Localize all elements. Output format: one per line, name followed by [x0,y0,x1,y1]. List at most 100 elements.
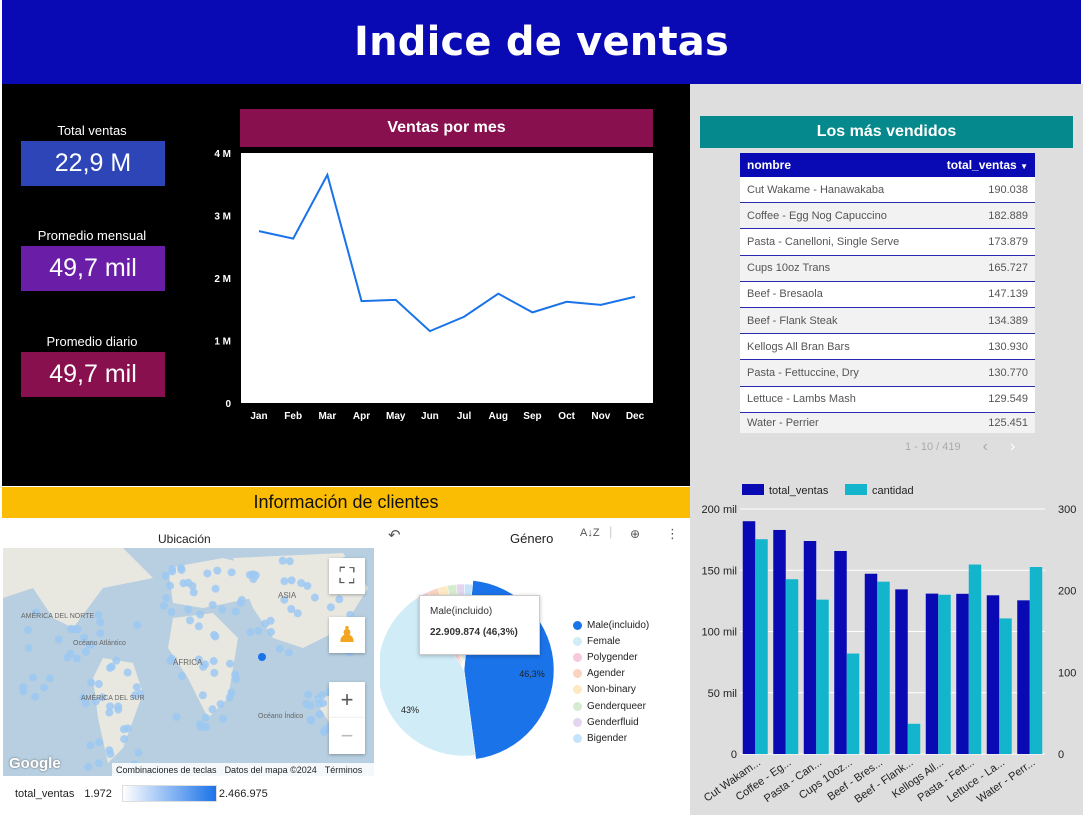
map-point [172,712,181,721]
legend-item[interactable]: Agender [573,666,649,682]
map-point [254,626,263,635]
legend-label: Agender [587,668,625,680]
legend-min: 1.972 [84,787,112,800]
row-name: Pasta - Canelloni, Single Serve [747,235,900,248]
top-products-bar-chart: total_ventas cantidad 0 50 mil 100 mil 150 mi… [690,475,1083,815]
map-point [210,668,219,677]
y-tick-label: 2 M [214,274,231,285]
map-point [120,735,129,744]
map-point [79,693,88,702]
table-row[interactable]: Cut Wakame - Hanawakaba 190.038 [740,177,1035,204]
map-point [216,700,225,709]
x-tick-label: Sep [523,411,541,422]
map-point [208,705,217,714]
zoom-out-button[interactable]: − [329,718,365,754]
map-point [54,635,63,644]
gender-legend: Male(incluido) Female Polygender Agender Non… [573,617,649,747]
bar [834,550,847,754]
legend-swatch [573,636,582,646]
map-point [227,568,236,577]
map-point [346,610,355,619]
map-point [63,653,72,662]
zoom-icon[interactable]: ⊕ [630,527,641,541]
map-point [84,762,93,771]
map-point [106,749,115,758]
bar [907,723,921,754]
keyboard-shortcuts-link[interactable]: Combinaciones de teclas [116,764,217,775]
legend-label: Female [587,635,621,647]
map-point [166,656,175,665]
street-view-icon[interactable]: ♟ [329,617,365,653]
column-header-total[interactable]: total_ventas ▼ [947,158,1028,172]
map-point [31,608,40,617]
fullscreen-icon[interactable]: ⛶ [329,558,365,594]
toolbar-divider: | [609,524,613,539]
map-point [81,647,90,656]
map-point [293,609,302,618]
map-point [162,594,171,603]
table-row[interactable]: Cups 10oz Trans 165.727 [740,255,1035,282]
legend-item[interactable]: Bigender [573,730,649,746]
legend-item[interactable]: Polygender [573,649,649,665]
sort-az-icon[interactable]: A↓Z [580,527,600,539]
map-point [133,621,142,630]
more-options-icon[interactable]: ⋮ [666,526,679,541]
table-row[interactable]: Beef - Bresaola 147.139 [740,281,1035,308]
tooltip-label: Male(incluido) [430,606,493,617]
y-right-tick: 200 [1058,586,1076,598]
map-point [123,668,132,677]
bar [773,529,786,754]
row-value: 173.879 [988,235,1028,248]
map-data-label: Datos del mapa ©2024 [224,764,317,775]
tooltip-value: 22.909.874 (46,3%) [430,627,518,638]
bar [803,540,817,754]
bar [968,564,982,754]
map-point [211,584,220,593]
map-point [136,689,145,698]
table-row[interactable]: Lettuce - Lambs Mash 129.549 [740,386,1035,413]
row-value: 125.451 [988,416,1028,429]
table-row[interactable]: Pasta - Fettuccine, Dry 130.770 [740,360,1035,387]
column-header-name[interactable]: nombre [747,158,792,172]
legend-item[interactable]: Female [573,633,649,649]
pie-tooltip: Male(incluido) 22.909.874 (46,3%) [419,595,540,655]
plot-area [241,153,653,403]
map-point [112,656,121,665]
monthly-sales-chart: 0 1 M 2 M 3 M 4 M Jan Feb Mar Apr May Jun Jul Aug Sep… [214,149,653,422]
map-point [179,579,188,588]
table-row[interactable]: Water - Perrier 125.451 [740,412,1035,433]
undo-icon[interactable]: ↶ [388,527,401,544]
table-row[interactable]: Pasta - Canelloni, Single Serve 173.879 [740,229,1035,256]
x-tick-label: Jun [421,411,439,422]
map-point [199,662,208,671]
map-point [184,605,193,614]
google-logo: Google [9,755,61,772]
legend-item[interactable]: Non-binary [573,682,649,698]
y-tick-label: 3 M [214,212,231,223]
table-row[interactable]: Beef - Flank Steak 134.389 [740,307,1035,335]
legend-item[interactable]: Genderfluid [573,714,649,730]
map-label-asia: ASIA [278,591,297,600]
legend-item[interactable]: Male(incluido) [573,617,649,633]
chevron-left-icon[interactable]: ‹ [982,438,988,455]
y-right-tick: 0 [1058,749,1064,761]
row-name: Beef - Flank Steak [747,314,838,327]
terms-link[interactable]: Términos [324,764,363,775]
map-point [203,569,212,578]
zoom-in-button[interactable]: + [329,682,365,718]
gender-title: Género [510,531,554,546]
bar-legend-label: cantidad [872,485,914,497]
map-point [266,616,275,625]
map-point [287,604,296,613]
map-point [237,595,246,604]
legend-item[interactable]: Genderqueer [573,698,649,714]
table-row[interactable]: Kellogs All Bran Bars 130.930 [740,334,1035,361]
map-point [134,748,143,757]
chevron-right-icon[interactable]: › [1009,438,1016,455]
monthly-chart-title: Ventas por mes [240,109,653,147]
y-right-tick: 100 [1058,667,1076,679]
legend-swatch [573,685,582,695]
table-row[interactable]: Coffee - Egg Nog Capuccino 182.889 [740,203,1035,230]
map-point [95,759,104,768]
location-map[interactable]: AMÉRICA DEL NORTE Océano Atlántico ÁFRIC… [3,548,374,776]
